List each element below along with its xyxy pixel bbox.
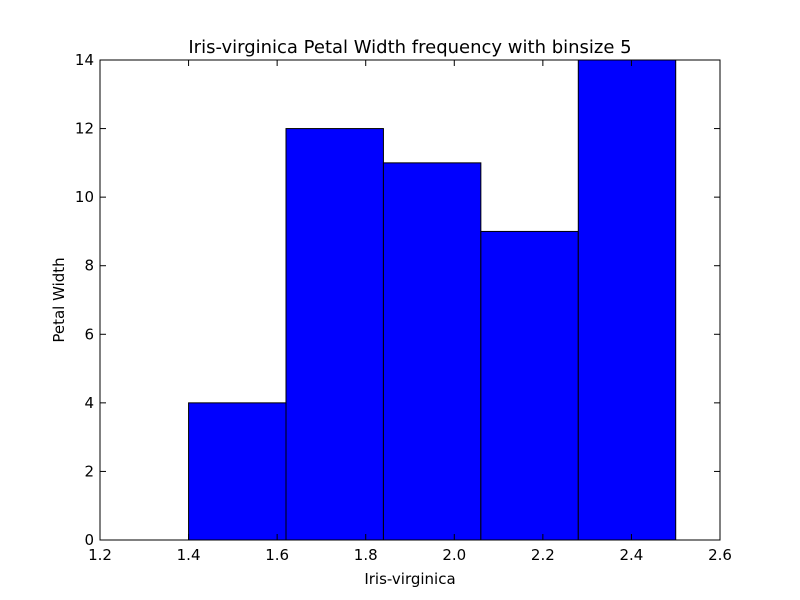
y-tick-label: 4 bbox=[84, 394, 94, 412]
x-tick-label: 1.4 bbox=[177, 546, 201, 564]
bars-group bbox=[188, 59, 677, 541]
x-tick-label: 2.2 bbox=[531, 546, 555, 564]
y-tick-label: 12 bbox=[75, 120, 94, 138]
x-axis-ticks: 1.2 1.4 1.6 1.8 2.0 2.2 2.4 2.6 bbox=[88, 60, 732, 564]
y-tick-label: 0 bbox=[84, 531, 94, 549]
chart-title: Iris-virginica Petal Width frequency wit… bbox=[188, 37, 631, 58]
x-tick-label: 2.0 bbox=[442, 546, 466, 564]
plot-frame bbox=[99, 59, 721, 541]
histogram-bar-3 bbox=[382, 162, 482, 541]
x-tick-label: 2.4 bbox=[619, 546, 643, 564]
x-tick-label: 1.6 bbox=[265, 546, 289, 564]
y-tick-label: 8 bbox=[84, 257, 94, 275]
y-tick-label: 2 bbox=[84, 462, 94, 480]
histogram-bar-5 bbox=[577, 59, 677, 541]
x-tick-label: 1.8 bbox=[354, 546, 378, 564]
histogram-bar-2 bbox=[285, 128, 384, 541]
y-axis-label: Petal Width bbox=[50, 257, 68, 342]
x-tick-label: 1.2 bbox=[88, 546, 112, 564]
y-tick-label: 10 bbox=[75, 188, 94, 206]
x-tick-label: 2.6 bbox=[708, 546, 732, 564]
y-tick-label: 14 bbox=[75, 51, 94, 69]
y-axis-ticks: 0 2 4 6 8 10 12 14 bbox=[75, 51, 720, 549]
histogram-bar-4 bbox=[480, 230, 579, 541]
y-tick-label: 6 bbox=[84, 325, 94, 343]
x-axis-label: Iris-virginica bbox=[364, 570, 455, 588]
histogram-bar-1 bbox=[188, 402, 287, 541]
